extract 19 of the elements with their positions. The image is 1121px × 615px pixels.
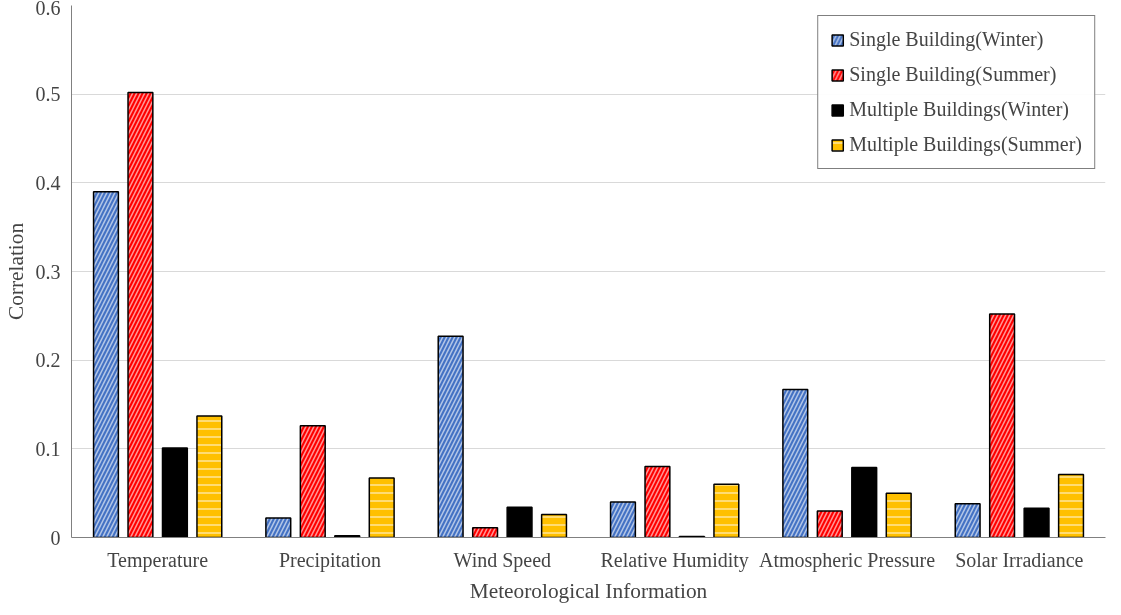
y-tick-label: 0.4: [35, 171, 61, 194]
legend-label: Multiple Buildings(Winter): [849, 98, 1069, 121]
y-axis-title: Correlation: [3, 222, 28, 321]
y-tick-label: 0.5: [35, 83, 61, 106]
y-tick-label: 0: [50, 526, 61, 549]
y-tick-label: 0.3: [35, 260, 61, 283]
x-tick-label: Wind Speed: [453, 548, 552, 572]
x-tick-label: Precipitation: [278, 548, 382, 572]
legend-label: Single Building(Summer): [849, 63, 1057, 86]
x-tick-label: Atmospheric Pressure: [758, 548, 936, 572]
legend-label: Single Building(Winter): [849, 28, 1044, 51]
x-tick-label: Relative Humidity: [600, 548, 749, 572]
y-tick-label: 0.1: [35, 437, 61, 460]
y-tick-label: 0.6: [35, 0, 61, 19]
x-tick-label: Solar Irradiance: [955, 548, 1084, 571]
legend-label: Multiple Buildings(Summer): [849, 133, 1082, 156]
x-tick-label: Temperature: [107, 548, 209, 572]
x-axis-title: Meteorological Information: [469, 578, 708, 603]
y-tick-label: 0.2: [35, 349, 61, 372]
